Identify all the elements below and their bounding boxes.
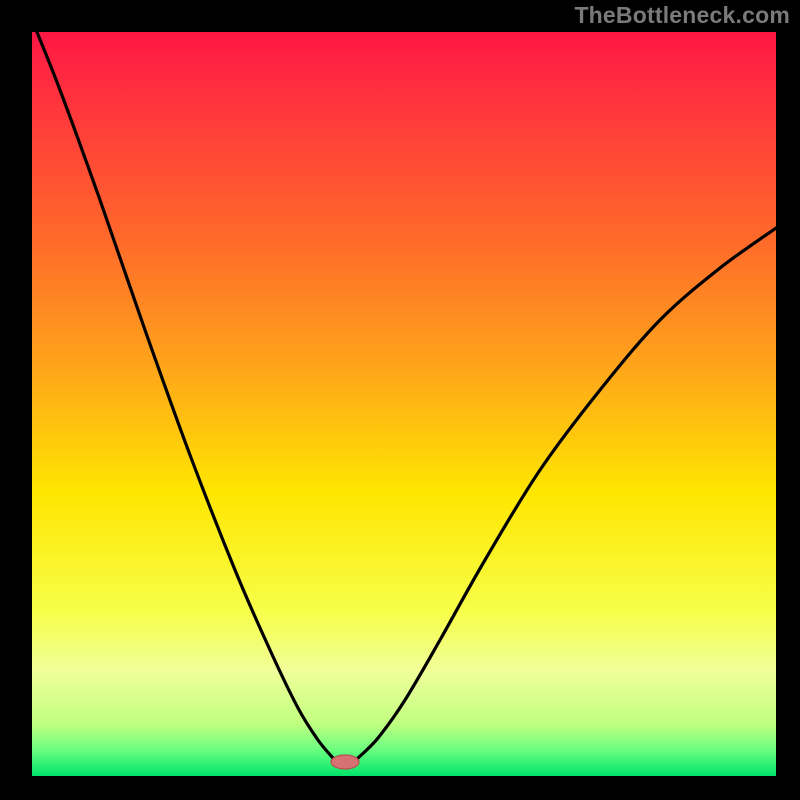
watermark-text: TheBottleneck.com bbox=[574, 2, 790, 29]
bottleneck-chart bbox=[0, 0, 800, 800]
optimal-point-marker bbox=[331, 755, 359, 769]
gradient-plot-area bbox=[32, 32, 776, 776]
